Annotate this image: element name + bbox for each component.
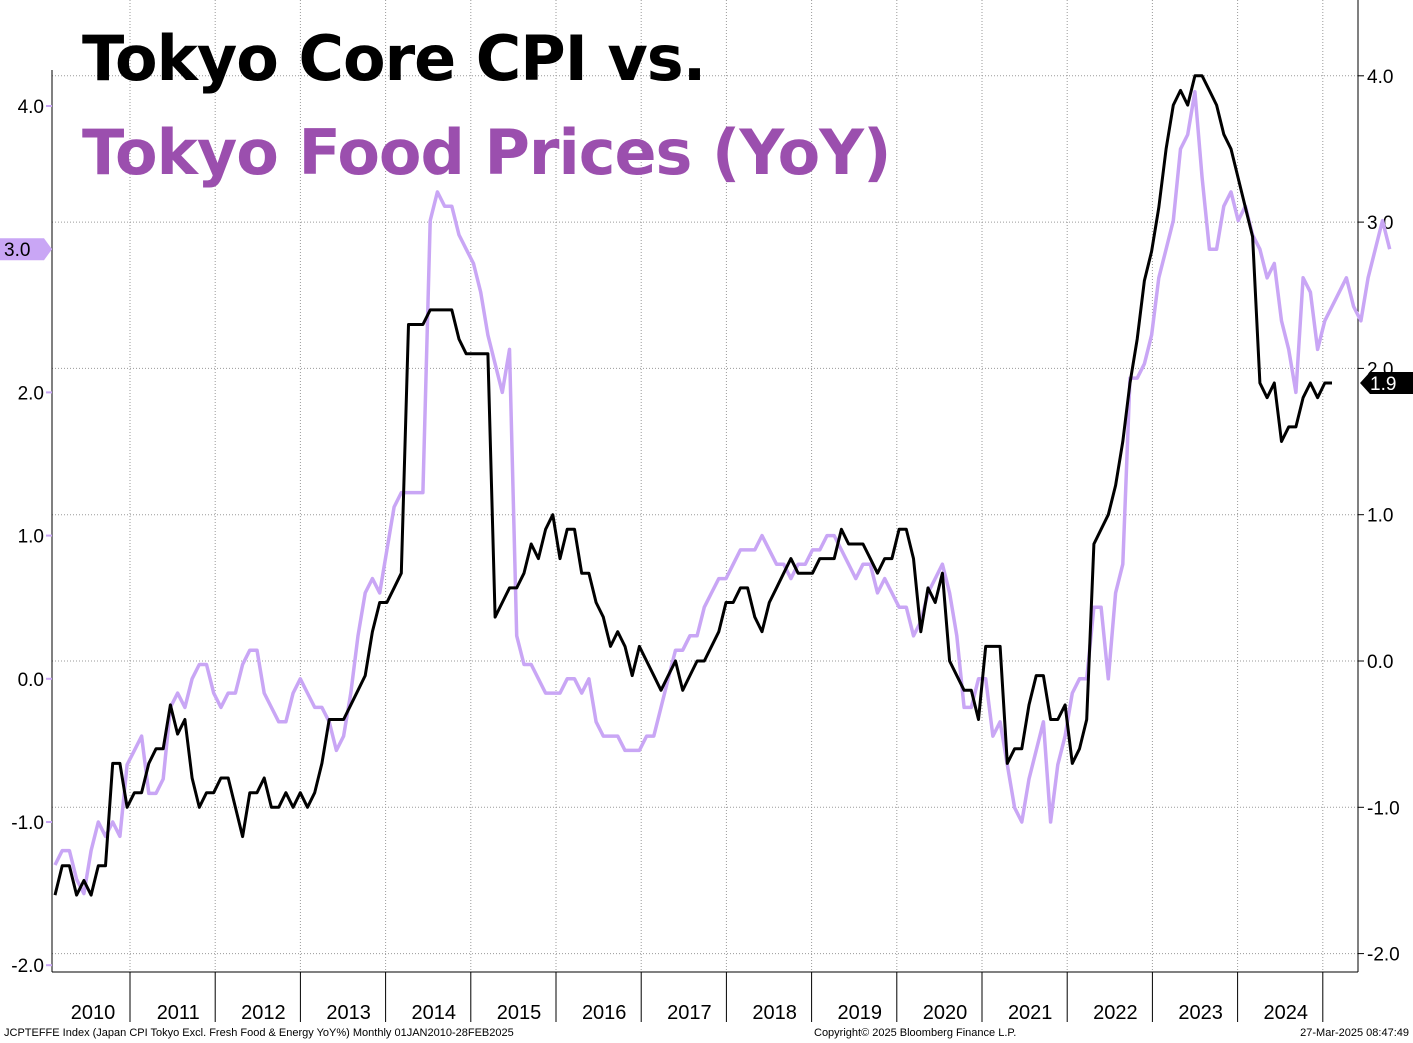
core-last-value-badge [1360,372,1413,395]
food-last-value-label: 3.0 [4,240,30,261]
footer-series-description: JCPTEFFE Index (Japan CPI Tokyo Excl. Fr… [4,1027,514,1039]
x-tick-label: 2010 [71,1002,116,1024]
right-tick-label: 4.0 [1367,67,1393,88]
left-tick-label: -1.0 [11,813,44,834]
x-tick-label: 2015 [497,1002,542,1024]
core-last-value-label: 1.9 [1370,374,1396,395]
series-line-food [53,89,1392,896]
x-tick-label: 2013 [326,1002,371,1024]
series-line-core [53,74,1332,897]
series-lines [53,74,1392,897]
chart-title-core: Tokyo Core CPI vs. [82,22,706,95]
axes: 4.03.02.01.00.0-1.0-2.04.03.02.01.00.0-1… [11,0,1400,1024]
x-tick-label: 2014 [412,1002,457,1024]
x-tick-label: 2011 [157,1002,200,1024]
left-tick-label: 0.0 [18,670,44,691]
food-last-value-badge [0,238,52,261]
x-tick-label: 2016 [582,1002,627,1024]
right-tick-label: -1.0 [1367,798,1400,819]
x-tick-label: 2020 [923,1002,968,1024]
left-tick-label: 4.0 [18,97,44,118]
left-tick-label: 2.0 [18,383,44,404]
x-tick-label: 2017 [667,1002,712,1024]
value-labels: 3.0 1.9 [0,238,1413,395]
x-tick-label: 2012 [241,1002,286,1024]
x-tick-label: 2019 [838,1002,883,1024]
footer-copyright: Copyright© 2025 Bloomberg Finance L.P. [814,1027,1017,1039]
x-tick-label: 2023 [1178,1002,1223,1024]
right-tick-label: 1.0 [1367,506,1393,527]
footer-timestamp: 27-Mar-2025 08:47:49 [1300,1027,1409,1039]
x-tick-label: 2022 [1093,1002,1138,1024]
grid [52,0,1358,972]
x-tick-label: 2018 [752,1002,797,1024]
chart-title-food: Tokyo Food Prices (YoY) [82,116,891,189]
right-tick-label: -2.0 [1367,945,1400,966]
x-tick-label: 2024 [1264,1002,1309,1024]
left-tick-label: 1.0 [18,527,44,548]
left-tick-label: -2.0 [11,956,44,977]
right-tick-label: 0.0 [1367,652,1393,673]
x-tick-label: 2021 [1008,1002,1053,1024]
